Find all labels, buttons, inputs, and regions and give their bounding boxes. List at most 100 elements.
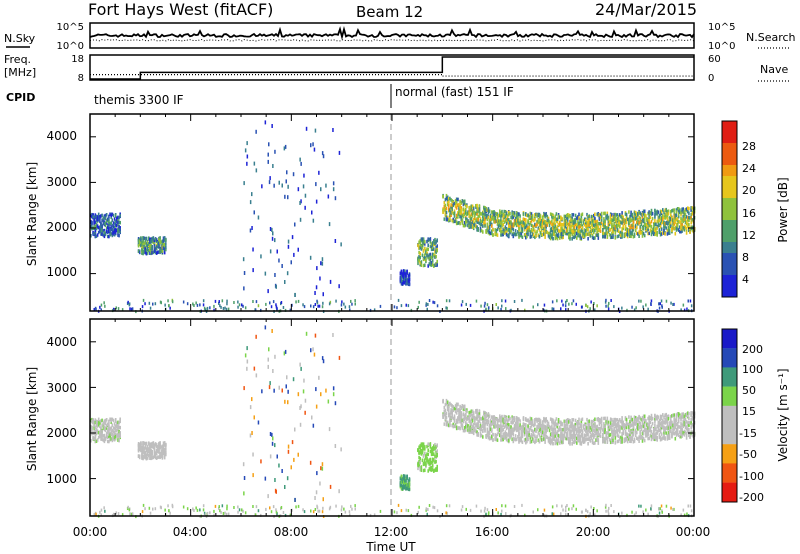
power-cell [588,220,590,225]
velocity-cell [463,404,466,408]
velocity-cell [500,423,502,427]
power-cell [619,231,621,235]
power-cell [506,233,509,238]
power-cell [616,213,619,217]
power-cell [491,215,493,219]
power-cell [299,217,302,222]
power-cell [142,245,144,249]
velocity-cell [563,419,566,424]
power-cell [442,210,444,214]
power-cell [648,210,650,214]
power-cell [422,263,425,268]
power-cell [559,236,561,240]
velocity-cell [609,440,612,445]
velocity-cell [608,438,611,442]
velocity-cell [485,420,487,425]
velocity-cell [511,417,513,422]
power-cell [614,225,617,229]
velocity-cell [427,459,429,464]
velocity-cell [555,417,558,421]
power-cell [589,229,592,234]
velocity-cell [511,427,513,431]
velocity-cell [512,428,515,432]
velocity-cell [430,461,433,465]
power-cell [509,224,511,228]
power-cell [488,306,490,310]
velocity-cell [551,424,553,428]
power-cell [402,270,405,274]
power-cell [332,187,335,192]
power-cell [657,215,660,220]
power-cell [436,304,439,308]
power-cell [168,304,170,308]
velocity-cell [509,433,511,438]
power-cell [488,224,491,229]
power-cell [108,224,110,228]
velocity-cell [143,441,146,445]
power-cell [478,207,481,211]
velocity-cell [526,429,528,433]
velocity-cell [594,417,596,421]
power-cell [418,259,420,263]
power-cell [143,245,146,249]
power-cell [586,224,588,228]
power-cell [501,213,503,218]
cpid-panel: CPID themis 3300 IF normal (fast) 151 IF [6,84,514,108]
power-cell [405,278,407,283]
power-cell [613,227,615,231]
velocity-cell [505,426,508,431]
velocity-cell [142,441,144,446]
power-cell [252,247,254,252]
velocity-cell [449,417,451,421]
velocity-cell [542,424,544,429]
power-cell [496,212,499,216]
power-cell [674,226,677,230]
power-cell [650,225,653,229]
power-cell [465,302,467,306]
power-cell [257,304,260,308]
power-cell [591,228,594,233]
power-cell [494,211,496,216]
power-cell [671,216,673,220]
velocity-cell [151,451,153,455]
velocity-cell [427,469,429,473]
power-cell [404,271,406,276]
velocity-cell [604,425,606,429]
velocity-cell [154,455,157,460]
power-cell [615,218,618,222]
power-cell [565,229,568,233]
power-cell [445,217,448,222]
velocity-cell [542,430,544,434]
velocity-cell [603,428,605,432]
velocity-cell [477,433,479,437]
power-cell [267,152,269,157]
power-cell [458,207,460,212]
power-cell [455,206,458,210]
velocity-cell [477,414,479,418]
power-cell [225,307,228,311]
velocity-cell [119,425,121,430]
velocity-cell [607,432,610,436]
power-cell [597,212,600,216]
velocity-cell [104,418,107,423]
power-cell [654,222,656,227]
velocity-cell [418,445,420,449]
velocity-cell [404,476,406,481]
power-cell [540,222,543,227]
power-cell [297,299,300,303]
power-cell [529,211,532,216]
power-cell [544,224,546,229]
power-cell [446,199,449,204]
power-cell [474,216,476,221]
power-cell [287,195,289,200]
power-cell [138,240,141,244]
velocity-cell [491,435,493,439]
power-cell [534,217,536,222]
power-cell [650,232,653,237]
velocity-cell [404,486,406,490]
power-cell [451,207,453,211]
velocity-cell [502,417,504,421]
power-cell [97,225,100,230]
power-cell [448,203,450,208]
velocity-cell [436,449,438,453]
